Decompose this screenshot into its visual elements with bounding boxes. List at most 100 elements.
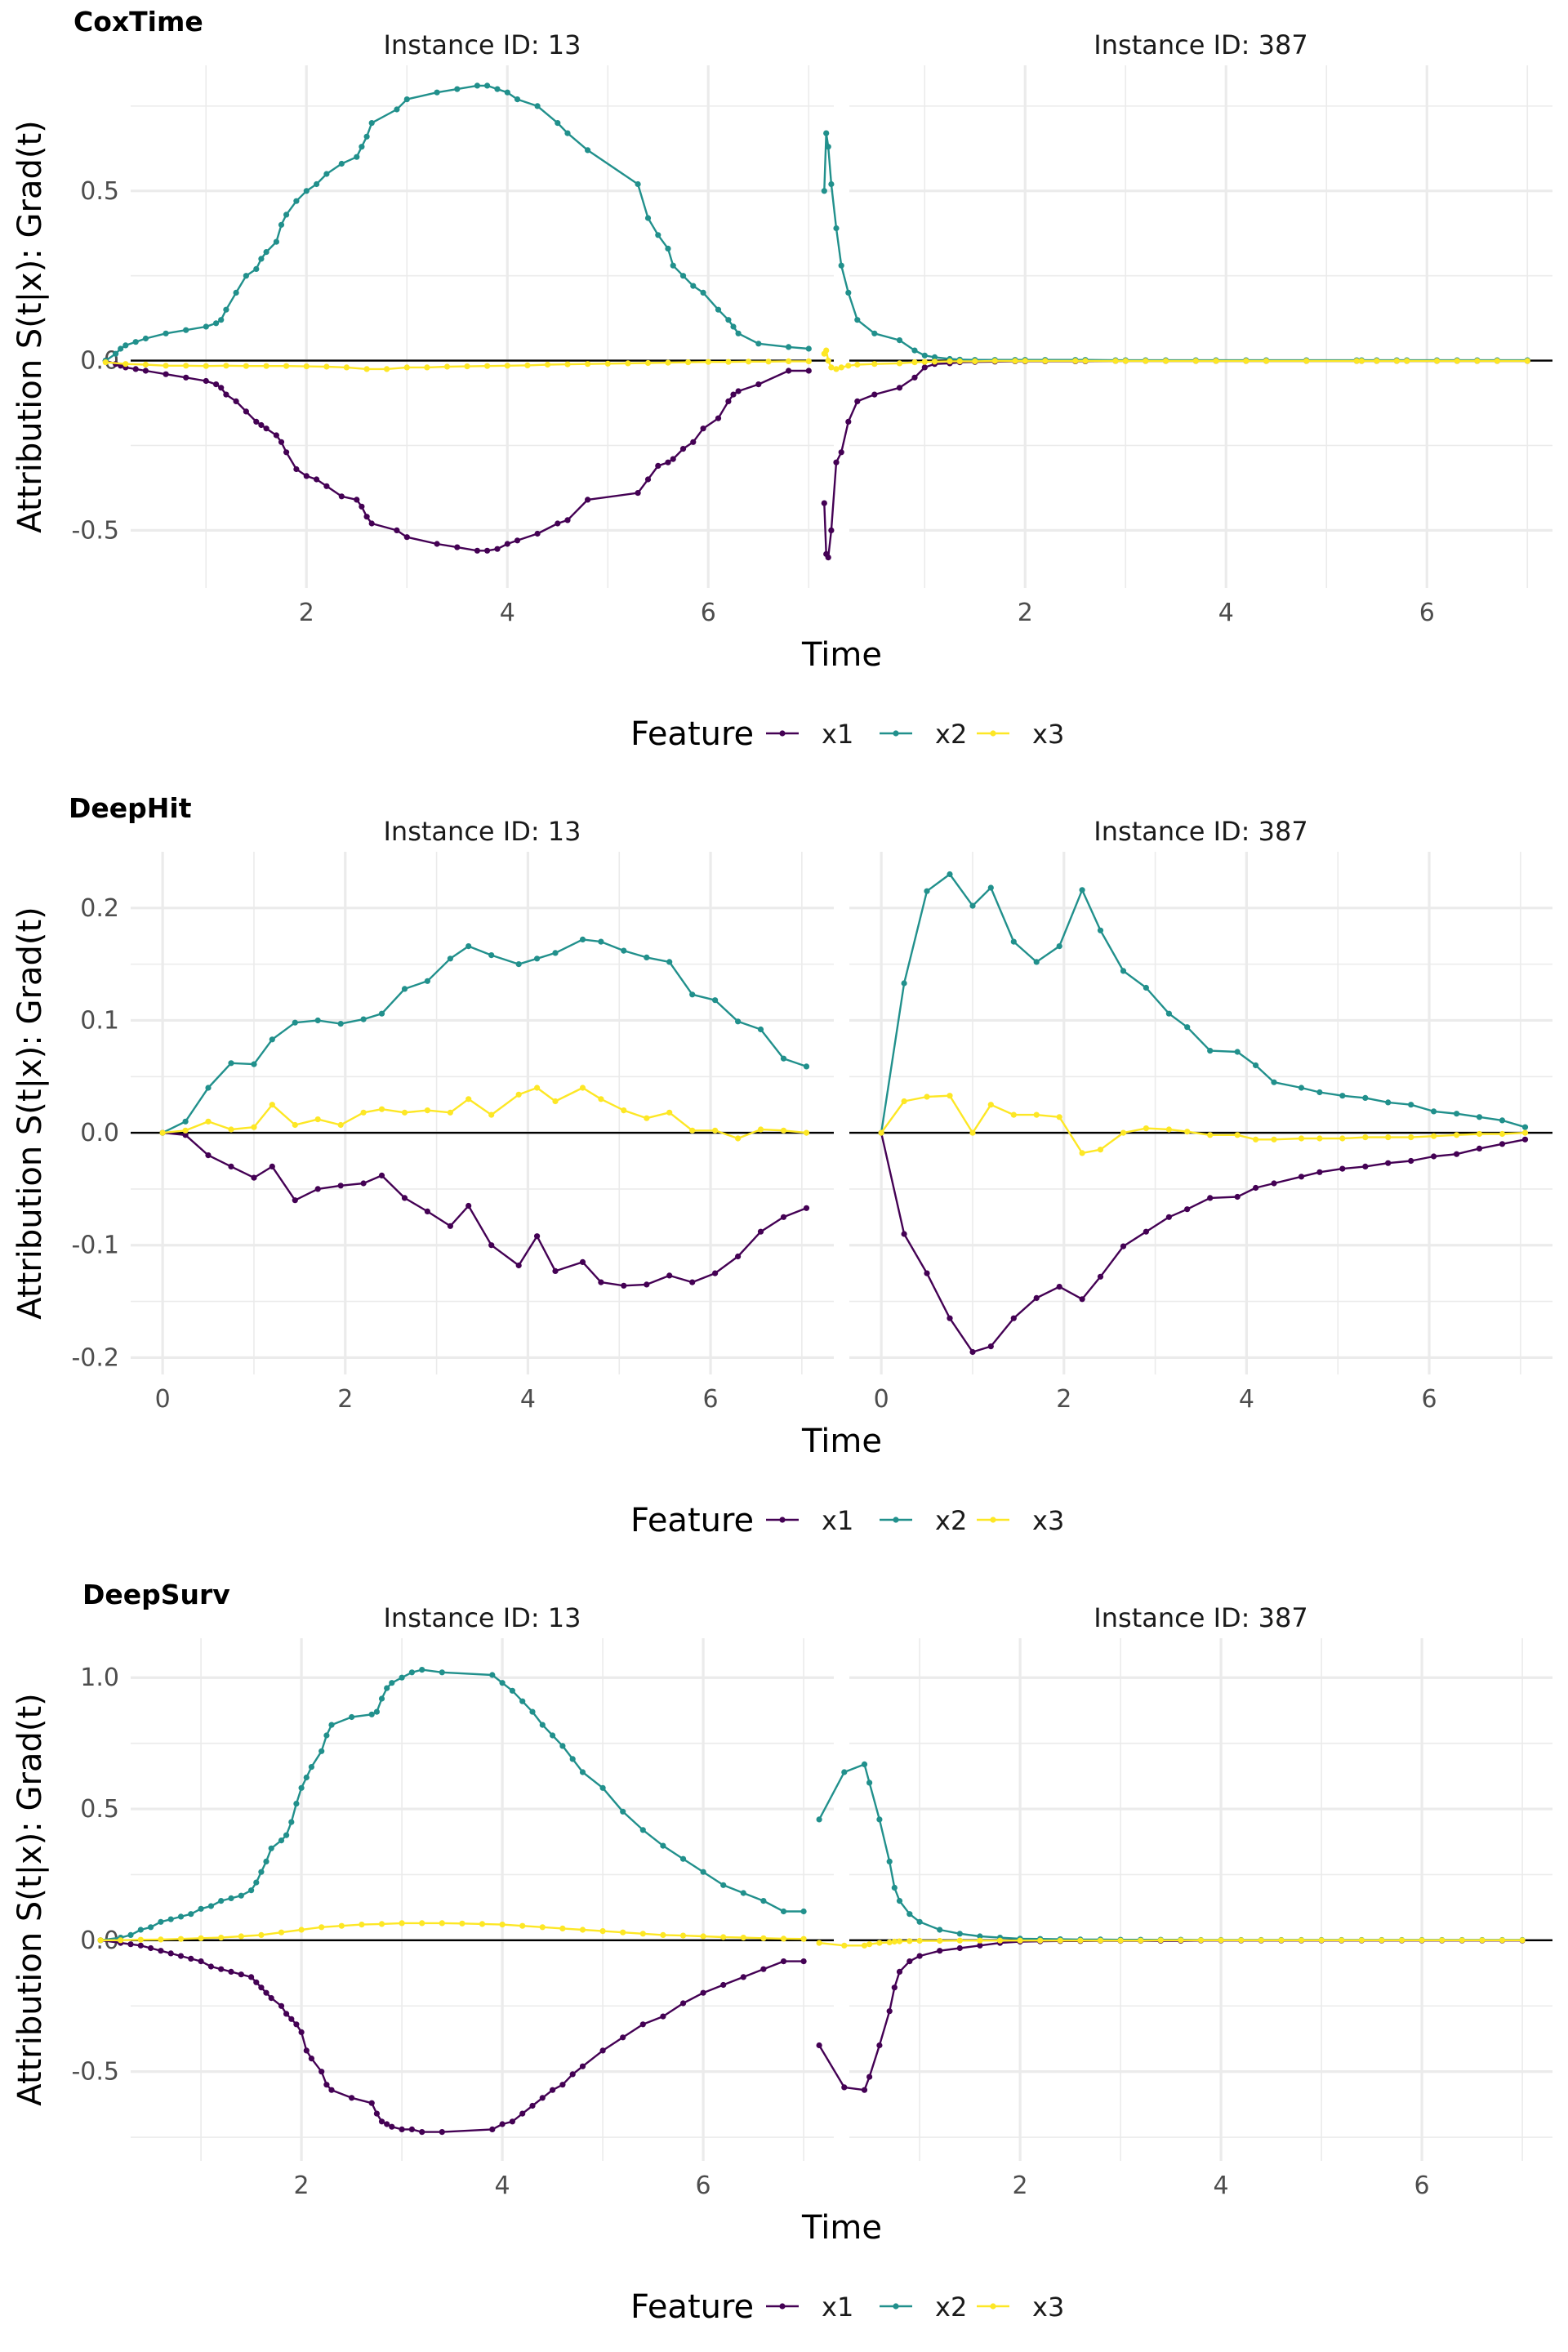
y-tick-label: -0.5	[71, 516, 119, 545]
facet-label: Instance ID: 387	[1094, 816, 1307, 847]
data-point	[401, 986, 408, 992]
y-axis-title: Attribution S(t|x): Grad(t)	[11, 906, 49, 1320]
panel-2: Instance ID: 387 0 2 4 6	[849, 816, 1552, 1414]
data-point	[408, 1669, 415, 1676]
data-point	[484, 363, 491, 369]
legend-label-x2: x2	[935, 2292, 967, 2323]
data-point	[354, 154, 360, 160]
data-point	[730, 391, 737, 398]
data-point	[363, 133, 370, 140]
data-point	[937, 1937, 943, 1944]
data-point	[786, 344, 792, 350]
data-point	[424, 1107, 431, 1114]
data-point	[780, 1936, 787, 1942]
data-point	[1408, 1157, 1414, 1165]
data-point	[1524, 358, 1530, 364]
data-point	[755, 381, 762, 388]
series-line-x1	[823, 359, 1528, 559]
data-point	[223, 391, 229, 398]
data-point	[1012, 358, 1018, 364]
data-point	[488, 952, 495, 959]
data-point	[354, 497, 360, 503]
series-x3	[816, 1937, 1526, 1949]
data-point	[499, 1922, 506, 1928]
data-point	[555, 520, 561, 527]
data-point	[258, 1984, 265, 1991]
data-point	[198, 1958, 204, 1965]
data-point	[620, 2034, 626, 2041]
data-point	[318, 2069, 325, 2075]
data-point	[474, 547, 481, 554]
chart-title: DeepHit	[69, 792, 192, 824]
data-point	[489, 1672, 496, 1678]
data-point	[142, 335, 149, 342]
data-point	[122, 361, 129, 368]
data-point	[278, 221, 285, 228]
data-point	[243, 408, 249, 415]
legend-label-x3: x3	[1032, 2292, 1064, 2323]
data-point	[947, 1315, 953, 1321]
data-point	[689, 1127, 696, 1134]
data-point	[205, 1118, 212, 1125]
data-point	[323, 2082, 330, 2088]
data-point	[1439, 1937, 1446, 1944]
data-point	[838, 364, 844, 371]
data-point	[906, 1958, 913, 1965]
data-point	[122, 342, 129, 349]
data-point	[142, 368, 149, 374]
data-point	[598, 1279, 604, 1285]
data-point	[303, 363, 310, 370]
data-point	[821, 188, 827, 194]
data-point	[132, 339, 139, 345]
data-point	[891, 1984, 898, 1991]
data-point	[599, 1928, 606, 1935]
data-point	[821, 500, 827, 506]
data-point	[625, 360, 631, 367]
x-tick-label: 4	[1218, 599, 1234, 627]
data-point	[314, 180, 320, 188]
data-point	[757, 1126, 764, 1133]
x-axis-title: Time	[801, 1423, 882, 1460]
data-point	[854, 361, 861, 368]
data-point	[198, 1935, 204, 1941]
data-point	[740, 1935, 746, 1941]
data-point	[666, 1109, 673, 1116]
data-point	[251, 1061, 257, 1067]
data-point	[1404, 358, 1410, 364]
data-point	[866, 1941, 873, 1948]
data-point	[323, 1732, 330, 1739]
data-point	[886, 1939, 893, 1945]
data-point	[1143, 984, 1149, 991]
data-point	[515, 961, 522, 968]
data-point	[127, 1941, 134, 1948]
data-point	[712, 1270, 719, 1276]
data-point	[931, 359, 938, 365]
data-point	[1459, 1937, 1465, 1944]
data-point	[1271, 1079, 1277, 1085]
data-point	[314, 476, 320, 483]
facet-label: Instance ID: 387	[1094, 29, 1307, 60]
series-x2	[102, 82, 812, 364]
data-point	[360, 1180, 367, 1187]
data-point	[816, 2042, 822, 2049]
data-point	[278, 1838, 285, 1844]
x-tick-label: 0	[155, 1385, 171, 1414]
data-point	[534, 956, 541, 962]
data-point	[987, 1102, 994, 1108]
data-point	[828, 364, 835, 371]
data-point	[780, 1214, 787, 1220]
data-point	[163, 330, 169, 336]
data-point	[1431, 1133, 1437, 1139]
data-point	[394, 527, 400, 534]
data-point	[378, 2118, 385, 2125]
data-point	[1476, 1130, 1483, 1138]
x-tick-label: 4	[500, 599, 515, 627]
data-point	[434, 89, 440, 96]
data-point	[598, 938, 604, 945]
data-point	[308, 1764, 314, 1771]
data-point	[218, 1935, 225, 1941]
data-point	[205, 1152, 212, 1159]
data-point	[1374, 358, 1380, 364]
legend-label-x2: x2	[935, 719, 967, 750]
legend-label-x3: x3	[1032, 1505, 1064, 1536]
